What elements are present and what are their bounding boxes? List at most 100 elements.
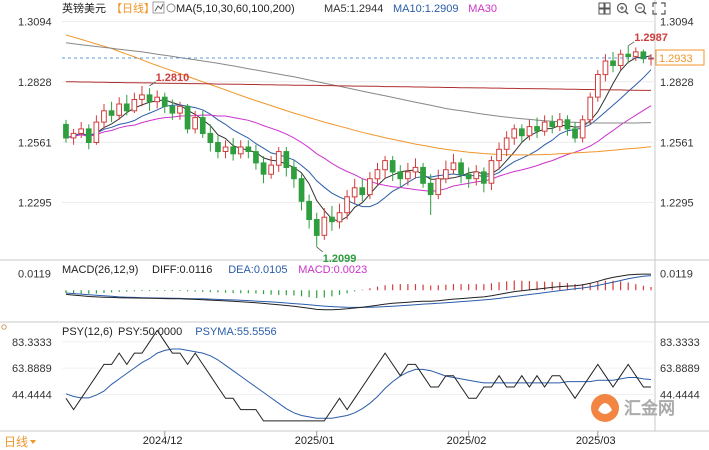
psy-title: PSY(12,6) bbox=[62, 326, 113, 338]
candle[interactable] bbox=[374, 169, 381, 180]
candle[interactable] bbox=[161, 96, 168, 107]
candle[interactable] bbox=[625, 53, 632, 58]
candle[interactable] bbox=[389, 160, 396, 173]
candle[interactable] bbox=[587, 96, 594, 121]
candle[interactable] bbox=[222, 146, 229, 152]
candle[interactable] bbox=[268, 164, 274, 175]
candle[interactable] bbox=[63, 123, 69, 139]
candle[interactable] bbox=[253, 151, 259, 164]
ma-value-label: MA5:1.2944 bbox=[324, 3, 383, 15]
ma-line-ma30 bbox=[65, 105, 652, 192]
candle[interactable] bbox=[412, 166, 419, 173]
candle[interactable] bbox=[199, 117, 206, 134]
candle[interactable] bbox=[450, 162, 457, 171]
candle[interactable] bbox=[640, 51, 647, 60]
price-annotation: 1.2987 bbox=[634, 32, 668, 44]
candle[interactable] bbox=[488, 160, 495, 184]
candle[interactable] bbox=[192, 117, 199, 130]
candle[interactable] bbox=[519, 128, 525, 137]
candle[interactable] bbox=[108, 110, 115, 116]
candle[interactable] bbox=[184, 105, 191, 130]
candle[interactable] bbox=[298, 178, 305, 202]
candle[interactable] bbox=[359, 187, 366, 196]
candle[interactable] bbox=[146, 94, 153, 103]
candle[interactable] bbox=[617, 53, 624, 67]
candle[interactable] bbox=[131, 99, 138, 112]
macd-value-label: DEA:0.0105 bbox=[228, 264, 287, 276]
candle[interactable] bbox=[435, 178, 442, 196]
indicator-settings-icon[interactable] bbox=[154, 3, 164, 12]
candle[interactable] bbox=[321, 216, 328, 236]
candle[interactable] bbox=[427, 182, 434, 196]
candle[interactable] bbox=[85, 128, 92, 143]
candle[interactable] bbox=[579, 119, 586, 139]
candle[interactable] bbox=[367, 178, 373, 196]
zoom-in-icon[interactable] bbox=[616, 2, 629, 15]
candle[interactable] bbox=[458, 162, 464, 175]
candle[interactable] bbox=[230, 146, 237, 155]
candle[interactable] bbox=[306, 200, 312, 220]
candle[interactable] bbox=[481, 171, 487, 184]
candle[interactable] bbox=[420, 166, 426, 184]
grid-icon[interactable] bbox=[598, 2, 611, 15]
candle[interactable] bbox=[329, 216, 335, 223]
candle[interactable] bbox=[313, 219, 320, 236]
candle[interactable] bbox=[344, 196, 350, 214]
zoom-in-icon-lens bbox=[616, 2, 628, 14]
candle[interactable] bbox=[351, 187, 358, 198]
candle[interactable] bbox=[237, 146, 244, 155]
candle[interactable] bbox=[602, 60, 609, 76]
candle[interactable] bbox=[260, 162, 267, 175]
zoom-out-icon[interactable] bbox=[634, 2, 647, 15]
candle[interactable] bbox=[336, 212, 343, 223]
candle[interactable] bbox=[595, 74, 601, 98]
last-price-tag bbox=[655, 49, 705, 66]
candle[interactable] bbox=[610, 60, 616, 66]
candle[interactable] bbox=[549, 121, 556, 128]
candle[interactable] bbox=[572, 128, 578, 139]
period-dropdown-icon[interactable] bbox=[30, 440, 36, 444]
candle[interactable] bbox=[139, 94, 145, 100]
candle[interactable] bbox=[169, 105, 176, 114]
indicator-settings-icon[interactable] bbox=[152, 1, 165, 14]
candle[interactable] bbox=[70, 132, 77, 139]
y-tick-label-left: 1.2561 bbox=[18, 137, 52, 149]
candle[interactable] bbox=[207, 132, 214, 143]
candle[interactable] bbox=[93, 121, 100, 143]
candle[interactable] bbox=[215, 142, 221, 153]
candle[interactable] bbox=[541, 121, 548, 132]
y-tick-label-left: 1.2295 bbox=[18, 198, 52, 210]
candle[interactable] bbox=[123, 103, 130, 112]
candle[interactable] bbox=[116, 103, 123, 116]
panel-marker-icon bbox=[1, 324, 7, 330]
candle[interactable] bbox=[78, 128, 85, 134]
settings-gear-icon[interactable] bbox=[166, 3, 176, 13]
candle[interactable] bbox=[557, 119, 563, 128]
candle[interactable] bbox=[177, 105, 183, 114]
psy-y-tick-left: 44.4444 bbox=[12, 390, 52, 402]
candle[interactable] bbox=[245, 146, 252, 152]
macd-value-label: MACD:0.0023 bbox=[298, 264, 367, 276]
macd-y-tick-left: 0.0119 bbox=[18, 269, 51, 281]
candle[interactable] bbox=[526, 126, 533, 137]
candle[interactable] bbox=[473, 171, 480, 180]
candle[interactable] bbox=[397, 171, 404, 180]
candle[interactable] bbox=[534, 126, 540, 132]
candle[interactable] bbox=[496, 148, 502, 162]
macd-title: MACD(26,12,9) bbox=[62, 264, 138, 276]
candle[interactable] bbox=[283, 151, 290, 169]
fullscreen-icon[interactable] bbox=[652, 2, 666, 15]
candle[interactable] bbox=[154, 96, 161, 103]
candle[interactable] bbox=[503, 137, 510, 150]
candle[interactable] bbox=[291, 166, 297, 180]
candle[interactable] bbox=[564, 119, 571, 130]
candle[interactable] bbox=[443, 169, 449, 180]
candle[interactable] bbox=[275, 151, 282, 166]
candle[interactable] bbox=[632, 51, 639, 57]
candle[interactable] bbox=[101, 110, 107, 123]
candle[interactable] bbox=[465, 173, 472, 180]
candle[interactable] bbox=[511, 128, 518, 139]
candle[interactable] bbox=[382, 160, 388, 171]
candle[interactable] bbox=[405, 171, 411, 180]
